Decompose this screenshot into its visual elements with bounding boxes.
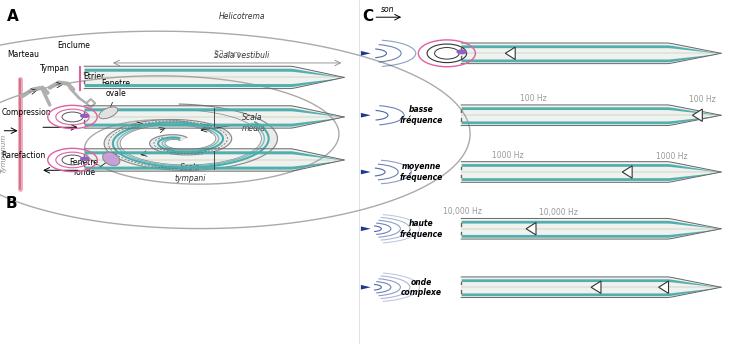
Text: B: B — [6, 196, 18, 211]
Text: Enclume: Enclume — [57, 41, 89, 50]
Polygon shape — [461, 218, 721, 239]
Polygon shape — [104, 104, 277, 170]
Polygon shape — [692, 109, 702, 121]
Polygon shape — [526, 223, 536, 235]
Text: 33 mm: 33 mm — [214, 50, 241, 59]
Polygon shape — [461, 162, 721, 182]
Text: 1000 Hz: 1000 Hz — [492, 151, 523, 160]
Text: haute
fréquence: haute fréquence — [399, 219, 443, 239]
Text: son: son — [381, 5, 395, 14]
Text: Scala
media: Scala media — [242, 113, 265, 133]
Polygon shape — [361, 113, 370, 118]
Text: Helicotrema: Helicotrema — [218, 12, 265, 21]
Text: Scala
tympani: Scala tympani — [175, 163, 206, 183]
Polygon shape — [84, 149, 344, 171]
Polygon shape — [84, 106, 344, 128]
Circle shape — [80, 114, 89, 118]
Circle shape — [80, 157, 89, 161]
Text: 100 Hz: 100 Hz — [689, 95, 716, 104]
Text: C: C — [362, 9, 373, 24]
Text: Rarefaction: Rarefaction — [1, 151, 45, 160]
Text: onde
complexe: onde complexe — [400, 278, 441, 297]
Text: Tympanum: Tympanum — [1, 133, 7, 173]
Polygon shape — [659, 281, 668, 293]
Polygon shape — [461, 277, 721, 298]
Polygon shape — [361, 226, 370, 231]
Text: Fenetre
ronde: Fenetre ronde — [70, 158, 99, 178]
Text: A: A — [7, 9, 19, 24]
Polygon shape — [461, 43, 721, 64]
Polygon shape — [84, 66, 344, 88]
Text: 100 Hz: 100 Hz — [520, 94, 547, 103]
Polygon shape — [461, 105, 721, 126]
Polygon shape — [622, 166, 632, 178]
Text: Fenetre
ovale: Fenetre ovale — [101, 79, 130, 98]
Polygon shape — [591, 281, 601, 293]
Text: moyenne
fréquence: moyenne fréquence — [399, 162, 443, 182]
Polygon shape — [361, 285, 370, 290]
Text: basse
fréquence: basse fréquence — [399, 105, 443, 125]
Ellipse shape — [99, 107, 118, 119]
Text: Tympan: Tympan — [40, 64, 70, 73]
Polygon shape — [505, 47, 515, 60]
Text: Etrier: Etrier — [83, 72, 105, 81]
Text: 10,000 Hz: 10,000 Hz — [443, 207, 482, 216]
Ellipse shape — [102, 152, 120, 166]
Polygon shape — [361, 51, 370, 56]
Text: Compression: Compression — [1, 108, 51, 117]
Text: Scala vestibuli: Scala vestibuli — [214, 52, 269, 61]
Circle shape — [457, 50, 467, 54]
Text: Marteau: Marteau — [7, 50, 40, 59]
Text: 10,000 Hz: 10,000 Hz — [539, 208, 578, 217]
Text: 1000 Hz: 1000 Hz — [657, 152, 688, 161]
Polygon shape — [361, 170, 370, 174]
